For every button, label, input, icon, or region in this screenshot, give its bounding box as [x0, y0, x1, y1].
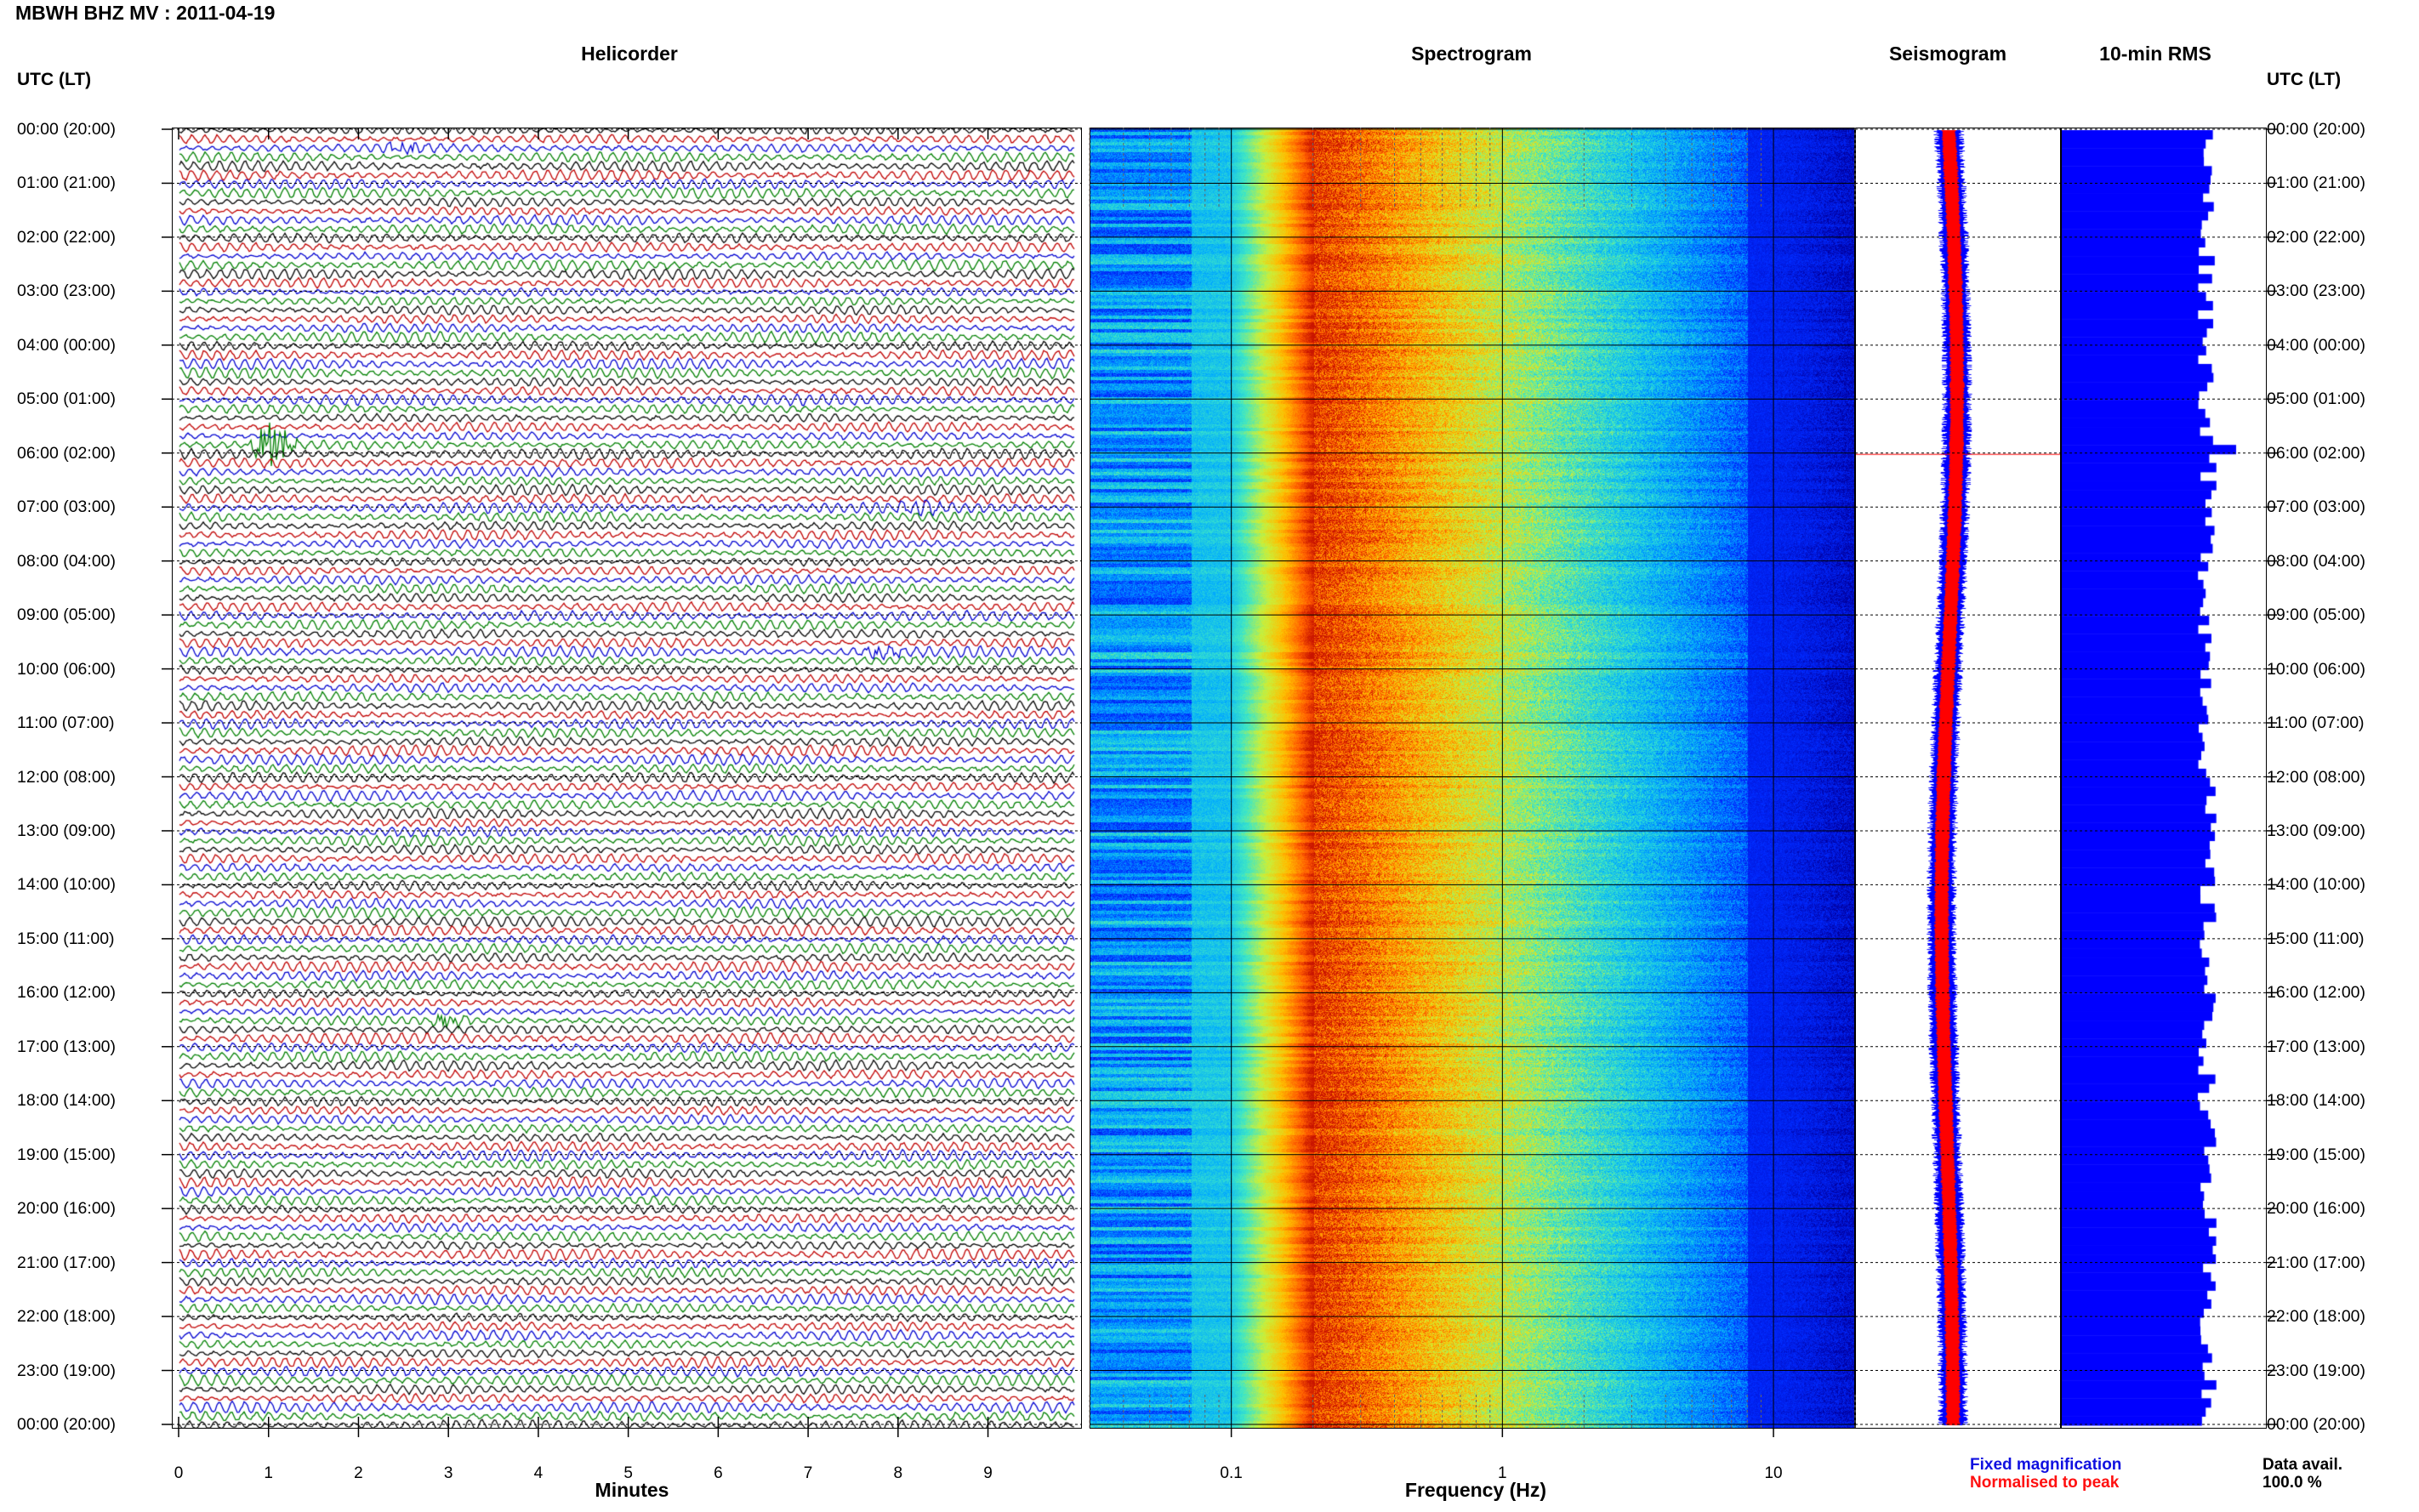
time-label: 16:00 (12:00): [2267, 983, 2366, 1003]
time-label: 09:00 (05:00): [17, 605, 117, 625]
helicorder-tick-label: 4: [533, 1464, 544, 1482]
helicorder-tick-label: 5: [623, 1464, 633, 1482]
time-label: 06:00 (02:00): [17, 443, 117, 463]
time-label: 07:00 (03:00): [17, 497, 117, 517]
spectrogram-title: Spectrogram: [1411, 43, 1532, 65]
time-label: 06:00 (02:00): [2267, 443, 2366, 463]
time-label: 20:00 (16:00): [17, 1199, 117, 1219]
rms-plot: [2062, 128, 2266, 1428]
utc-label-right: UTC (LT): [2267, 70, 2342, 89]
time-label: 18:00 (14:00): [17, 1091, 117, 1111]
time-label: 11:00 (07:00): [17, 713, 115, 733]
time-label: 10:00 (06:00): [17, 659, 117, 679]
time-label: 04:00 (00:00): [17, 335, 117, 355]
time-label: 17:00 (13:00): [17, 1037, 117, 1056]
time-label: 04:00 (00:00): [2267, 335, 2366, 355]
time-label: 02:00 (22:00): [17, 227, 117, 247]
page-title: MBWH BHZ MV : 2011-04-19: [15, 2, 276, 24]
spectrogram-tick-label: 10: [1764, 1464, 1783, 1482]
data-availability-value: 100.0 %: [2262, 1474, 2322, 1492]
legend-fixed-magnification: Fixed magnification: [1970, 1456, 2122, 1474]
time-label: 12:00 (08:00): [17, 767, 117, 787]
time-label: 14:00 (10:00): [17, 875, 117, 895]
time-label: 23:00 (19:00): [2267, 1361, 2366, 1380]
helicorder-title: Helicorder: [581, 43, 678, 65]
time-label: 08:00 (04:00): [17, 551, 117, 571]
time-label: 19:00 (15:00): [17, 1145, 117, 1164]
time-label: 22:00 (18:00): [2267, 1307, 2366, 1327]
time-label: 22:00 (18:00): [17, 1307, 117, 1327]
utc-label-left: UTC (LT): [17, 70, 92, 89]
helicorder-tick-label: 7: [803, 1464, 813, 1482]
spectrogram-tick-label: 0.1: [1220, 1464, 1243, 1482]
data-availability-label: Data avail.: [2262, 1456, 2342, 1474]
helicorder-tick-label: 8: [893, 1464, 903, 1482]
time-label: 00:00 (20:00): [17, 120, 117, 139]
time-label: 17:00 (13:00): [2267, 1037, 2366, 1056]
seismogram-plot: [1856, 128, 2060, 1428]
time-label: 12:00 (08:00): [2267, 767, 2366, 787]
spectrogram-panel: [1090, 128, 1855, 1429]
helicorder-tick-label: 2: [354, 1464, 363, 1482]
time-label: 15:00 (11:00): [2267, 929, 2365, 948]
time-label: 01:00 (21:00): [2267, 173, 2366, 193]
helicorder-xlabel: Minutes: [595, 1479, 669, 1501]
rms-panel: [2061, 128, 2267, 1429]
seismogram-title: Seismogram: [1888, 43, 2007, 65]
time-label: 08:00 (04:00): [2267, 551, 2366, 571]
time-label: 05:00 (01:00): [2267, 389, 2366, 409]
time-label: 10:00 (06:00): [2267, 659, 2366, 679]
helicorder-tick-label: 1: [264, 1464, 274, 1482]
time-label: 15:00 (11:00): [17, 929, 115, 948]
seismogram-panel: [1855, 128, 2061, 1429]
helicorder-tick-label: 0: [174, 1464, 184, 1482]
spectrogram-xlabel: Frequency (Hz): [1404, 1479, 1547, 1501]
helicorder-panel: [172, 128, 1082, 1429]
time-label: 21:00 (17:00): [2267, 1253, 2366, 1272]
helicorder-tick-label: 9: [983, 1464, 993, 1482]
time-label: 13:00 (09:00): [2267, 821, 2366, 840]
time-label: 09:00 (05:00): [2267, 605, 2366, 625]
time-label: 19:00 (15:00): [2267, 1145, 2366, 1164]
rms-title: 10-min RMS: [2099, 43, 2211, 65]
time-label: 01:00 (21:00): [17, 173, 117, 193]
time-label: 14:00 (10:00): [2267, 875, 2366, 895]
legend-normalised-to-peak: Normalised to peak: [1970, 1474, 2120, 1492]
time-label: 16:00 (12:00): [17, 983, 117, 1003]
time-label: 00:00 (20:00): [2267, 120, 2366, 139]
time-label: 02:00 (22:00): [2267, 227, 2366, 247]
spectrogram-tick-label: 1: [1498, 1464, 1507, 1482]
time-label: 18:00 (14:00): [2267, 1091, 2366, 1111]
time-label: 03:00 (23:00): [2267, 281, 2366, 301]
helicorder-tick-label: 6: [714, 1464, 723, 1482]
helicorder-plot: [173, 128, 1081, 1428]
time-label: 03:00 (23:00): [17, 281, 117, 301]
time-label: 23:00 (19:00): [17, 1361, 117, 1380]
time-label: 05:00 (01:00): [17, 389, 117, 409]
time-label: 00:00 (20:00): [17, 1415, 117, 1434]
time-label: 00:00 (20:00): [2267, 1415, 2366, 1434]
time-label: 11:00 (07:00): [2267, 713, 2365, 733]
helicorder-tick-label: 3: [443, 1464, 453, 1482]
spectrogram-plot: [1090, 128, 1854, 1428]
time-label: 13:00 (09:00): [17, 821, 117, 840]
time-label: 07:00 (03:00): [2267, 497, 2366, 517]
time-label: 21:00 (17:00): [17, 1253, 117, 1272]
time-label: 20:00 (16:00): [2267, 1199, 2366, 1219]
